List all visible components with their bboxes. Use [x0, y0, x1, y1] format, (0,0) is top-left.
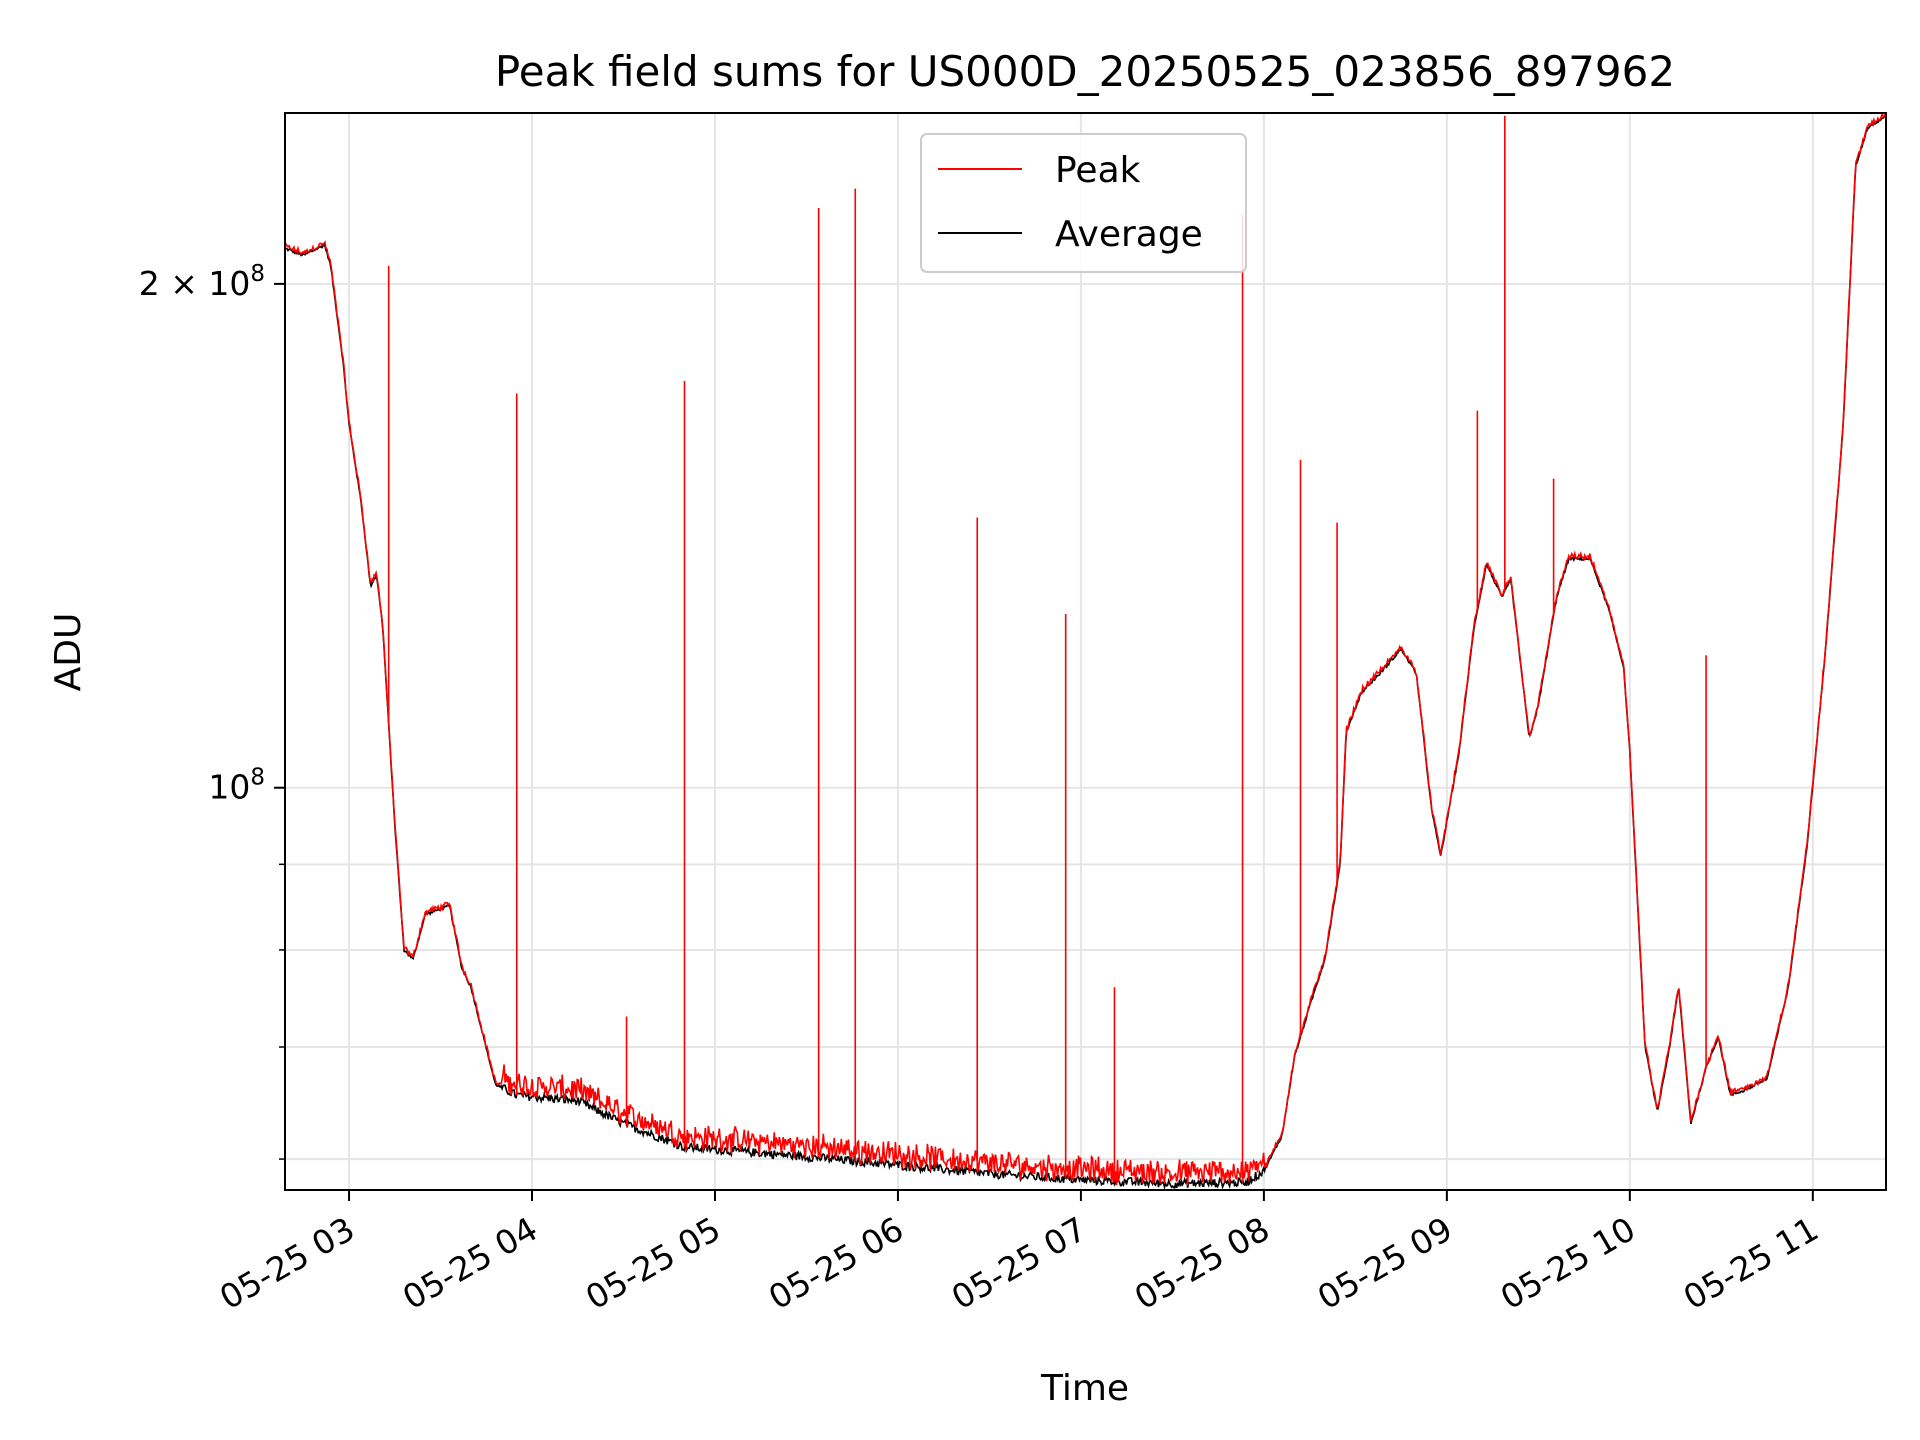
legend-peak-label: Peak	[1055, 150, 1141, 191]
y-tick-label: 2 × 108	[139, 261, 265, 303]
series-peak-line	[285, 113, 1886, 1186]
x-axis-label: Time	[1040, 1368, 1129, 1409]
legend: Peak Average	[920, 133, 1247, 273]
y-tick-label: 108	[208, 765, 265, 807]
grid	[285, 113, 1886, 1190]
legend-average-label: Average	[1055, 214, 1203, 255]
chart-title: Peak field sums for US000D_20250525_0238…	[495, 47, 1675, 96]
y-axis-label: ADU	[48, 613, 89, 692]
plot-area	[285, 113, 1886, 1190]
y-axis: 108 2 × 108	[139, 261, 285, 1160]
plot-frame	[284, 112, 1887, 1191]
